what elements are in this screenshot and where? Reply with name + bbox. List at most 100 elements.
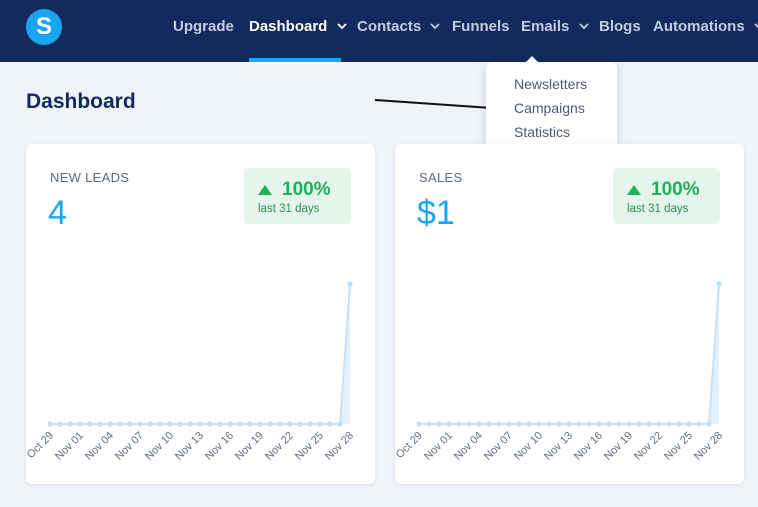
x-tick-label: Nov 22 [263, 430, 296, 463]
card-label: SALES [419, 170, 463, 185]
data-point[interactable] [676, 421, 682, 427]
data-point[interactable] [506, 421, 512, 427]
data-point[interactable] [516, 421, 522, 427]
data-point[interactable] [476, 421, 482, 427]
data-point[interactable] [566, 421, 572, 427]
data-point[interactable] [57, 421, 63, 427]
data-point[interactable] [147, 421, 153, 427]
data-point[interactable] [177, 421, 183, 427]
data-point[interactable] [137, 421, 143, 427]
chevron-down-icon [430, 23, 440, 30]
nav-funnels[interactable]: Funnels [452, 0, 510, 62]
x-tick-label: Nov 07 [113, 430, 146, 463]
data-point[interactable] [347, 281, 353, 287]
x-tick-label: Oct 29 [25, 430, 56, 461]
data-point[interactable] [666, 421, 672, 427]
change-percent: 100% [282, 179, 331, 200]
dropdown-item-campaigns[interactable]: Campaigns [514, 100, 585, 116]
data-point[interactable] [436, 421, 442, 427]
x-tick-label: Nov 28 [692, 430, 725, 463]
x-tick-label: Oct 29 [394, 430, 425, 461]
change-percent: 100% [651, 179, 700, 200]
x-tick-label: Nov 04 [452, 430, 485, 463]
data-point[interactable] [416, 421, 422, 427]
sales-card: SALES $1 100% last 31 days Oct 29 Nov 01 N… [394, 144, 744, 484]
data-point[interactable] [337, 421, 343, 427]
nav-upgrade-label: Upgrade [173, 18, 234, 35]
data-point[interactable] [187, 421, 193, 427]
nav-dashboard-label: Dashboard [249, 18, 328, 35]
nav-contacts[interactable]: Contacts [357, 0, 441, 62]
data-point[interactable] [576, 421, 582, 427]
x-tick-label: Nov 07 [482, 430, 515, 463]
data-point[interactable] [596, 421, 602, 427]
data-point[interactable] [686, 421, 692, 427]
data-point[interactable] [117, 421, 123, 427]
data-point[interactable] [456, 421, 462, 427]
nav-emails[interactable]: Emails [521, 0, 590, 62]
data-point[interactable] [317, 421, 323, 427]
card-value: $1 [417, 194, 455, 232]
chevron-down-icon [754, 23, 758, 29]
nav-automations[interactable]: Automations [653, 0, 758, 62]
series-line [419, 283, 720, 425]
data-point[interactable] [426, 421, 432, 427]
data-point[interactable] [67, 421, 73, 427]
data-point[interactable] [307, 421, 313, 427]
nav-contacts-label: Contacts [357, 18, 422, 35]
data-point[interactable] [696, 421, 702, 427]
app-logo[interactable]: S [26, 9, 62, 45]
data-point[interactable] [97, 421, 103, 427]
data-point[interactable] [636, 421, 642, 427]
data-point[interactable] [47, 421, 53, 427]
data-point[interactable] [257, 421, 263, 427]
nav-dashboard[interactable]: Dashboard [249, 0, 348, 62]
data-point[interactable] [327, 421, 333, 427]
data-point[interactable] [157, 421, 163, 427]
nav-upgrade[interactable]: Upgrade [173, 0, 234, 62]
data-point[interactable] [77, 421, 83, 427]
data-point[interactable] [706, 421, 712, 427]
data-point[interactable] [277, 421, 283, 427]
data-point[interactable] [606, 421, 612, 427]
data-point[interactable] [716, 281, 722, 287]
data-point[interactable] [556, 421, 562, 427]
data-point[interactable] [197, 421, 203, 427]
dropdown-item-statistics[interactable]: Statistics [514, 124, 571, 140]
data-point[interactable] [646, 421, 652, 427]
data-point[interactable] [546, 421, 552, 427]
data-point[interactable] [297, 421, 303, 427]
emails-dropdown-menu: Newsletters Campaigns Statistics [486, 56, 617, 156]
data-point[interactable] [536, 421, 542, 427]
data-point[interactable] [586, 421, 592, 427]
data-point[interactable] [626, 421, 632, 427]
data-point[interactable] [227, 421, 233, 427]
active-nav-indicator [249, 58, 341, 62]
data-point[interactable] [247, 421, 253, 427]
data-point[interactable] [616, 421, 622, 427]
data-point[interactable] [107, 421, 113, 427]
data-point[interactable] [656, 421, 662, 427]
data-point[interactable] [496, 421, 502, 427]
change-period: last 31 days [258, 203, 320, 215]
x-tick-label: Nov 25 [662, 430, 695, 463]
chevron-down-icon [578, 23, 589, 30]
data-point[interactable] [267, 421, 273, 427]
data-point[interactable] [127, 421, 133, 427]
data-point[interactable] [486, 421, 492, 427]
series-area [419, 284, 719, 424]
data-point[interactable] [207, 421, 213, 427]
dropdown-item-newsletters[interactable]: Newsletters [514, 76, 588, 92]
x-tick-label: Nov 01 [422, 430, 455, 463]
data-point[interactable] [217, 421, 223, 427]
data-point[interactable] [526, 421, 532, 427]
data-point[interactable] [446, 421, 452, 427]
x-tick-label: Nov 25 [293, 430, 326, 463]
data-point[interactable] [466, 421, 472, 427]
data-point[interactable] [237, 421, 243, 427]
page-title: Dashboard [26, 90, 136, 113]
data-point[interactable] [87, 421, 93, 427]
nav-blogs[interactable]: Blogs [599, 0, 641, 62]
data-point[interactable] [167, 421, 173, 427]
data-point[interactable] [287, 421, 293, 427]
